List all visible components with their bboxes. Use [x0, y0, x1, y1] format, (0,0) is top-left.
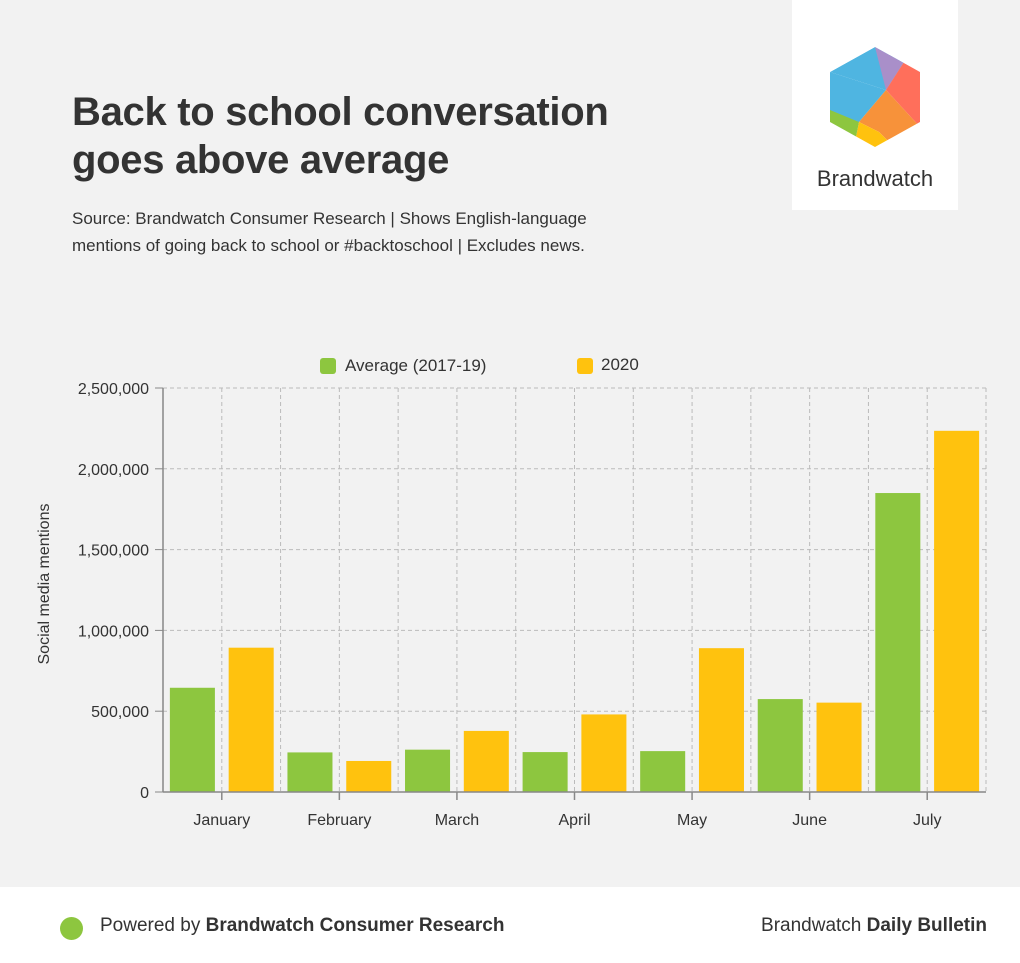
- bar-average: [169, 687, 215, 792]
- x-tick-label: March: [435, 812, 479, 829]
- bar-2020: [698, 648, 744, 792]
- brandwatch-logo-text: Brandwatch: [816, 166, 934, 191]
- brandwatch-hexagon-icon: [830, 47, 920, 147]
- bar-2020: [463, 730, 509, 792]
- legend-swatch-average: [320, 358, 336, 374]
- bar-average: [640, 751, 686, 792]
- bar-average: [875, 493, 921, 792]
- legend-label-average: Average (2017-19): [345, 356, 486, 375]
- footer: Powered by Brandwatch Consumer Research …: [0, 887, 1020, 963]
- x-tick-label: January: [193, 812, 250, 829]
- bar-average: [405, 749, 451, 792]
- y-tick-label: 0: [140, 785, 149, 802]
- bar-average: [287, 752, 333, 792]
- footer-powered-brand: Brandwatch Consumer Research: [205, 915, 505, 936]
- brandwatch-logo-card: Brandwatch: [792, 0, 958, 210]
- bar-2020: [816, 702, 862, 792]
- footer-right-bold: Daily Bulletin: [866, 915, 987, 936]
- footer-powered-by: Powered by Brandwatch Consumer Research: [100, 915, 504, 937]
- bar-chart: Average (2017-19) 2020 Social media ment…: [36, 355, 987, 829]
- x-tick-label: April: [558, 812, 590, 829]
- bar-average: [522, 752, 568, 792]
- y-tick-label: 1,500,000: [78, 543, 149, 560]
- footer-powered-prefix: Powered by: [100, 915, 206, 936]
- footer-dot-icon: [60, 917, 83, 940]
- x-tick-label: July: [913, 812, 941, 829]
- chart-axes: 0 500,000 1,000,000 1,500,000 2,000,000 2,500…: [78, 381, 986, 829]
- x-tick-label: June: [792, 812, 827, 829]
- chart-title: Back to school conversation goes above a…: [72, 90, 609, 182]
- x-tick-label: May: [677, 812, 707, 829]
- bar-average: [757, 699, 803, 792]
- x-tick-label: February: [307, 812, 371, 829]
- chart-bars: [169, 430, 980, 792]
- legend-label-2020: 2020: [601, 355, 639, 374]
- chart-grid: [163, 387, 987, 792]
- footer-daily-bulletin: Brandwatch Daily Bulletin: [761, 915, 987, 937]
- y-tick-label: 2,500,000: [78, 381, 149, 398]
- bar-2020: [934, 430, 980, 792]
- footer-right-prefix: Brandwatch: [761, 915, 867, 936]
- chart-legend: Average (2017-19) 2020: [320, 355, 639, 375]
- bar-2020: [581, 714, 627, 792]
- y-tick-label: 1,000,000: [78, 623, 149, 640]
- bar-2020: [228, 647, 274, 792]
- bar-2020: [346, 760, 392, 792]
- y-tick-label: 500,000: [91, 704, 149, 721]
- chart-subtitle: Source: Brandwatch Consumer Research | S…: [72, 209, 587, 255]
- y-tick-label: 2,000,000: [78, 462, 149, 479]
- y-axis-label: Social media mentions: [36, 504, 53, 665]
- legend-swatch-2020: [577, 358, 593, 374]
